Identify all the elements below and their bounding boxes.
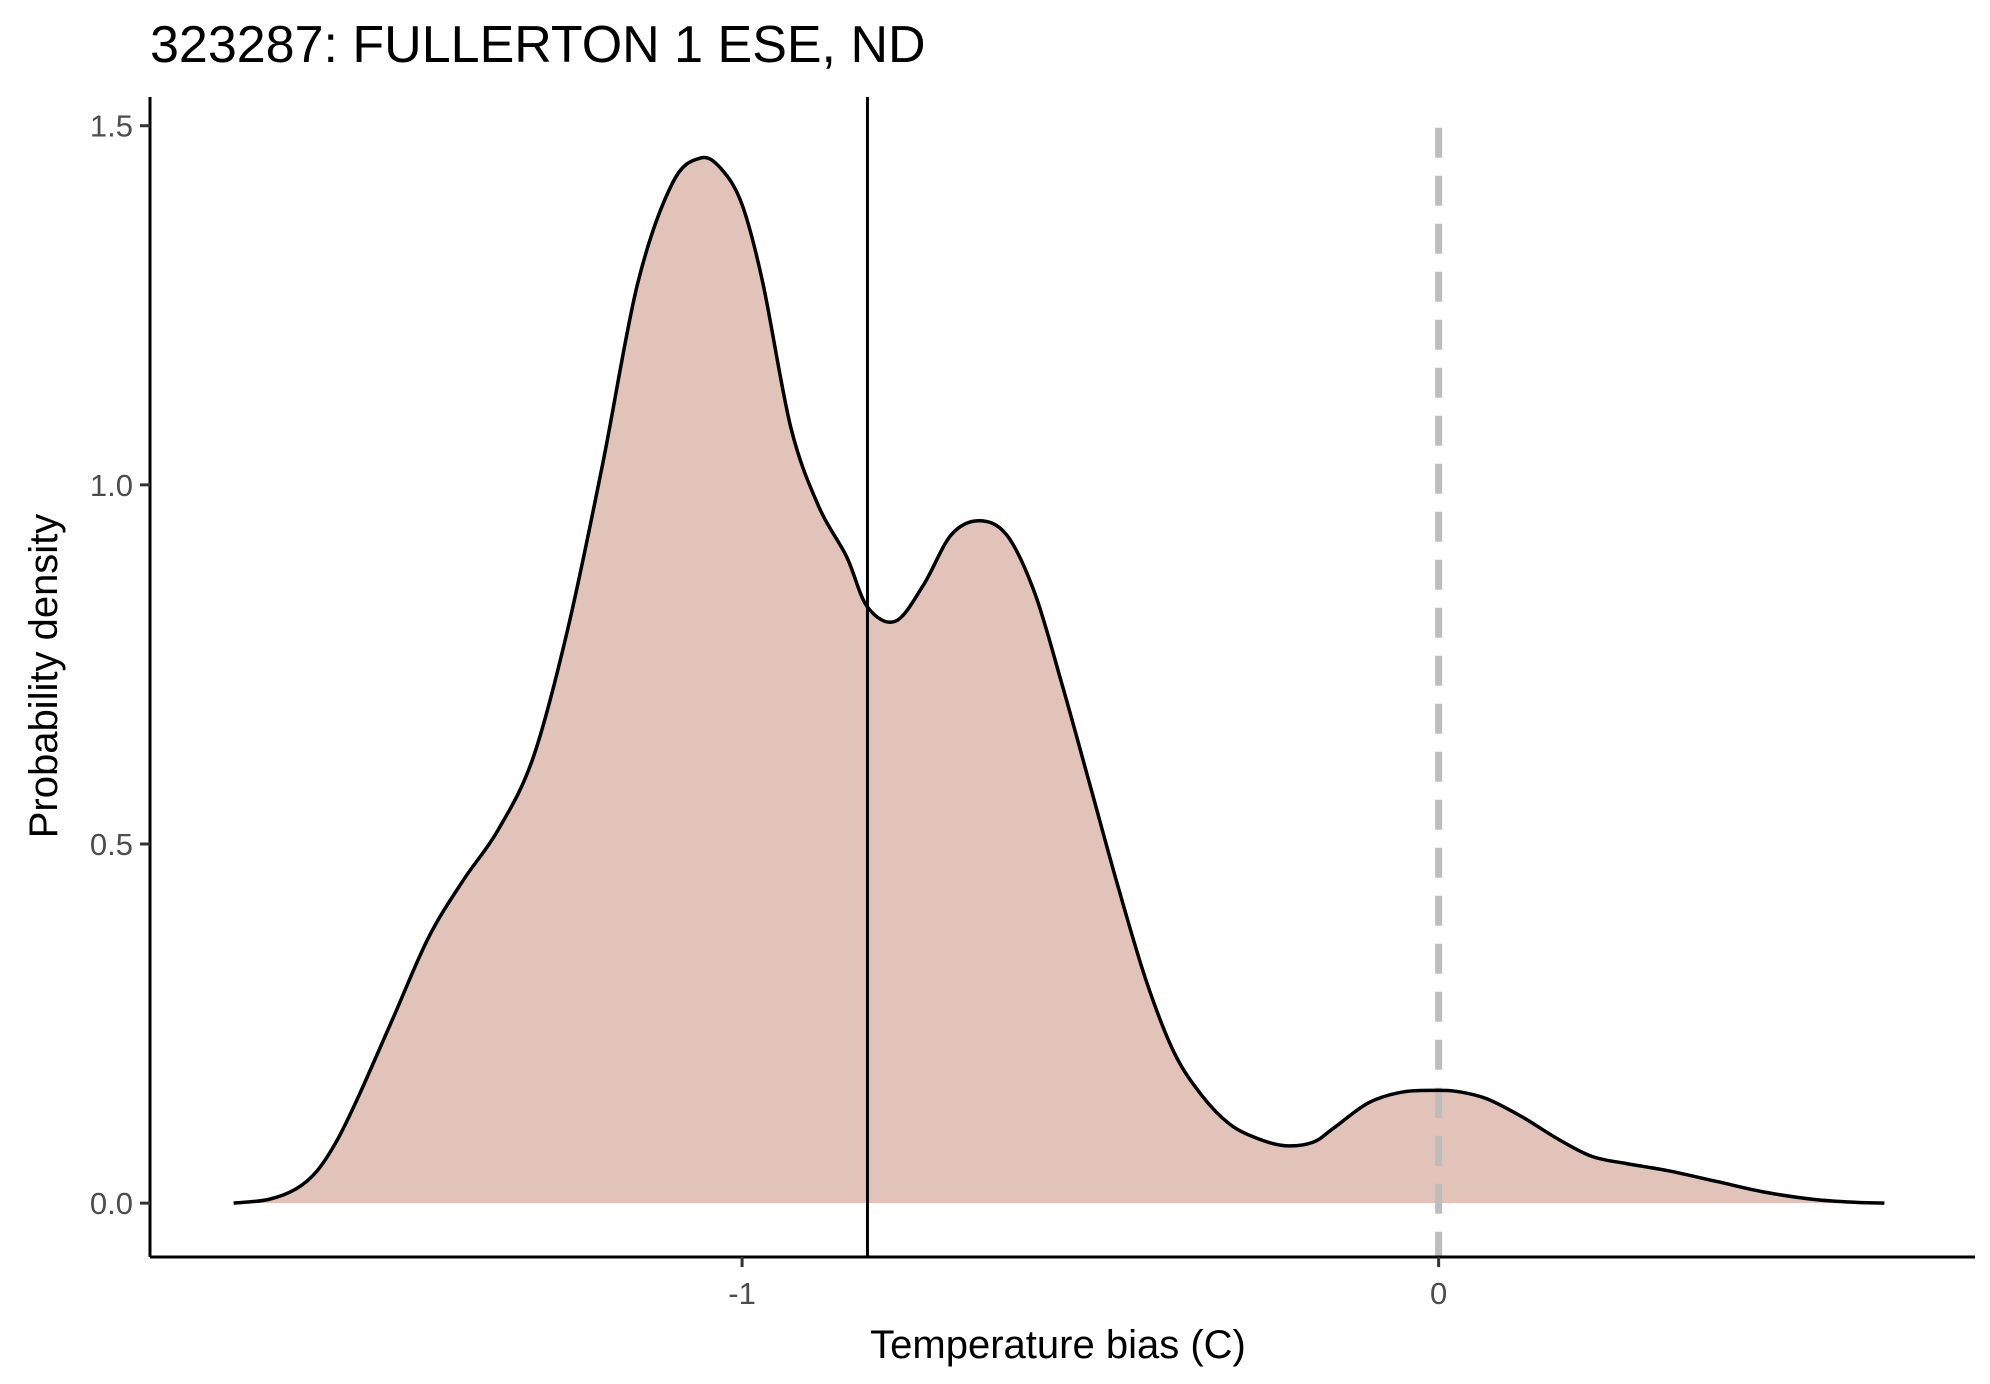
density-area [233, 157, 1885, 1204]
y-tick-label: 1.0 [90, 468, 133, 503]
x-tick-label: 0 [1430, 1276, 1447, 1311]
y-tick-label: 0.5 [90, 827, 133, 862]
chart-title: 323287: FULLERTON 1 ESE, ND [150, 16, 926, 74]
y-tick-label: 1.5 [90, 109, 133, 144]
y-tick-label: 0.0 [90, 1186, 133, 1221]
x-axis-title: Temperature bias (C) [870, 1323, 1246, 1367]
plot-area [233, 97, 1885, 1257]
x-tick-label: -1 [728, 1276, 756, 1311]
density-curve [233, 155, 1885, 1205]
x-axis-ticks: -1 0 [728, 1257, 1447, 1311]
y-axis-title: Probability density [22, 514, 66, 839]
y-axis-ticks: 0.0 0.5 1.0 1.5 [90, 109, 150, 1221]
